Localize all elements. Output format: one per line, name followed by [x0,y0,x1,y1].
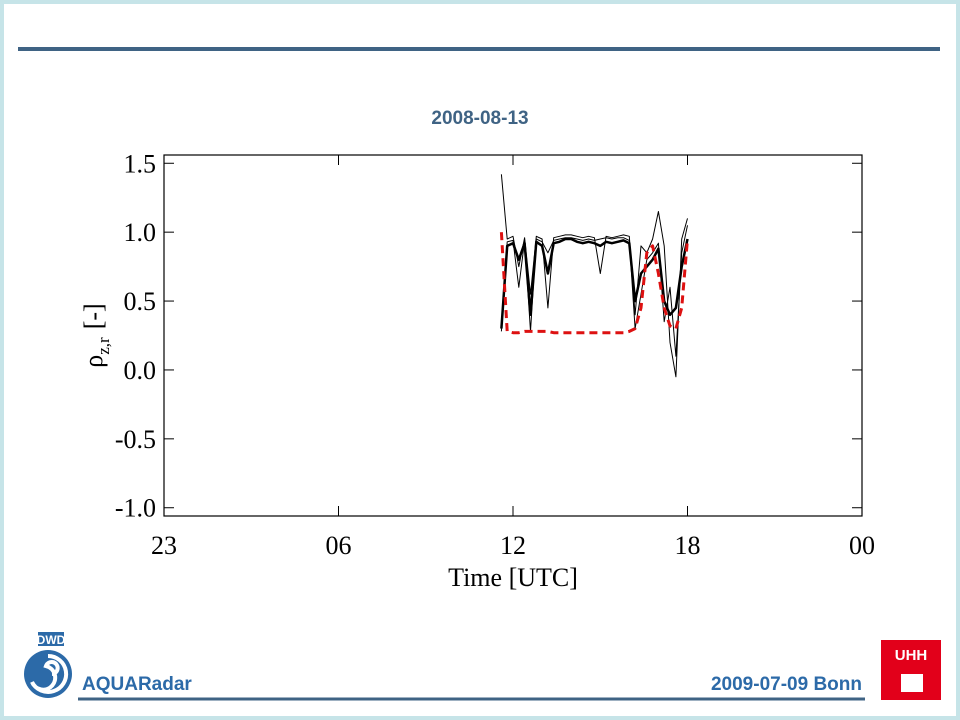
uhh-logo: UHH [881,640,941,700]
uhh-logo-text: UHH [895,647,928,664]
y-label-sub: z,r [94,337,113,355]
y-label-unit: [-] [79,303,108,329]
footer-left: AQUARadar [82,674,192,695]
x-tick-label: 18 [675,531,701,560]
y-label-symbol: ρ [79,355,108,368]
dwd-logo: DWD [24,632,72,698]
x-tick-label: 12 [500,531,526,560]
y-tick-label: 0.5 [124,287,157,316]
y-tick-label: 1.5 [124,149,157,178]
x-tick-label: 06 [326,531,352,560]
dwd-logo-text: DWD [37,633,66,647]
y-tick-label: -1.0 [115,494,156,523]
footer-right: 2009-07-09 Bonn [711,674,862,695]
x-axis-label: Time [UTC] [448,563,578,592]
x-tick-label: 00 [849,531,875,560]
slide-title: 2008-08-13 [431,108,528,129]
x-tick-label: 23 [151,531,177,560]
series-line [499,232,689,335]
series-line [500,237,689,329]
y-tick-label: -0.5 [115,425,156,454]
y-axis-label: ρz,r [-] [79,303,113,367]
y-tick-label: 0.0 [124,356,157,385]
plot-frame [163,154,863,517]
y-tick-label: 1.0 [124,218,157,247]
chart: 1.5 1.0 0.5 0.0 -0.5 -1.0 23 06 12 18 00 Time [UTC]… [79,149,875,592]
slide-canvas: 2008-08-13 AQUARadar 2009-07-09 Bonn DWD… [18,47,941,701]
